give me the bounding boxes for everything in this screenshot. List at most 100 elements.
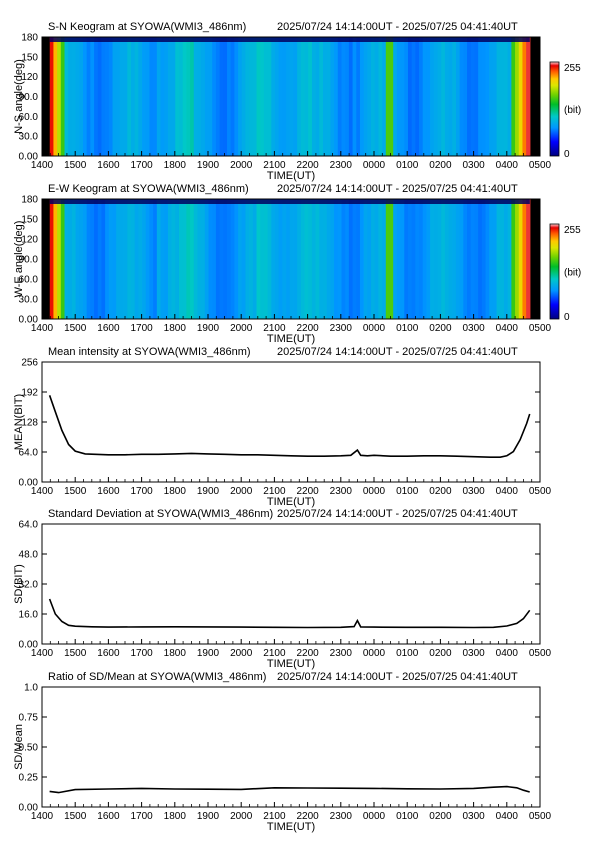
x-tick-label: 1600 [97, 811, 120, 822]
keogram-column [503, 199, 509, 319]
x-tick-label: 0300 [462, 160, 485, 171]
keogram-column [323, 199, 328, 319]
keogram-column [426, 37, 431, 156]
keogram-column [134, 37, 139, 156]
keogram-column [485, 37, 490, 156]
x-tick-label: 2200 [296, 648, 319, 659]
keogram-column [485, 199, 490, 319]
keogram-column [385, 199, 391, 319]
keogram-column [396, 199, 402, 319]
x-axis-label: TIME(UT) [267, 496, 315, 508]
keogram-column [367, 199, 372, 319]
keogram-column [241, 37, 247, 156]
keogram-image [42, 37, 540, 156]
keogram-column [341, 199, 346, 319]
x-tick-label: 0100 [396, 486, 419, 497]
keogram-column [86, 199, 91, 319]
keogram-column [470, 37, 476, 156]
x-tick-label: 2000 [230, 323, 253, 334]
keogram-column [330, 37, 335, 156]
keogram-column [371, 199, 376, 319]
keogram-column [492, 37, 498, 156]
keogram-column [275, 37, 280, 156]
keogram-column [293, 199, 298, 319]
keogram-column [389, 199, 394, 319]
y-tick-label: 0.00 [19, 478, 39, 489]
keogram-column [426, 199, 431, 319]
keogram-column [518, 37, 524, 156]
keogram-column [282, 37, 287, 156]
keogram-column [422, 37, 428, 156]
keogram-column [326, 199, 332, 319]
keogram-column [334, 199, 339, 319]
keogram-column [404, 199, 409, 319]
keogram-column [489, 199, 494, 319]
y-tick-label: 64.0 [19, 520, 39, 531]
x-tick-label: 1600 [97, 486, 120, 497]
x-tick-label: 1600 [97, 648, 120, 659]
keogram-column [411, 37, 416, 156]
keogram-column [515, 37, 520, 156]
x-tick-label: 1600 [97, 323, 120, 334]
y-tick-label: 180 [21, 33, 38, 44]
keogram-column [193, 199, 199, 319]
keogram-column [178, 37, 184, 156]
keogram-column [352, 199, 357, 319]
keogram-column [359, 199, 365, 319]
keogram-column [101, 37, 106, 156]
y-tick-label: 60.0 [19, 112, 39, 123]
series-line [48, 598, 531, 629]
x-tick-label: 1700 [130, 160, 153, 171]
keogram-column [278, 37, 284, 156]
keogram-column [260, 199, 265, 319]
keogram-column [511, 199, 516, 319]
keogram-column [219, 37, 224, 156]
x-tick-label: 0300 [462, 323, 485, 334]
plot-frame [41, 361, 541, 483]
keogram-column [127, 199, 132, 319]
keogram-column [116, 199, 121, 319]
plot-frame [41, 523, 541, 645]
keogram-column [197, 37, 202, 156]
y-axis-label: N-S angle(deg) [13, 59, 25, 134]
x-tick-label: 2200 [296, 160, 319, 171]
y-tick-label: 1.0 [24, 683, 38, 694]
keogram-column [363, 199, 368, 319]
keogram-column [308, 199, 313, 319]
keogram-column [193, 37, 199, 156]
keogram-column [201, 37, 206, 156]
colorbar-unit-label: (bit) [564, 268, 581, 279]
keogram-column [400, 199, 405, 319]
keogram-column [478, 199, 483, 319]
colorbar-max-label: 255 [564, 225, 581, 236]
keogram-column [249, 37, 254, 156]
keogram-column [503, 37, 509, 156]
x-tick-label: 0500 [529, 486, 552, 497]
y-axis-label: W-E angle(deg) [13, 221, 25, 298]
x-tick-label: 0300 [462, 811, 485, 822]
y-tick-label: 32.0 [19, 580, 39, 591]
keogram-column [171, 37, 176, 156]
keogram-column [227, 37, 232, 156]
keogram-column [444, 37, 450, 156]
keogram-horizon-top [49, 37, 530, 42]
keogram-column [300, 199, 306, 319]
keogram-column [234, 199, 239, 319]
keogram-column [500, 37, 505, 156]
keogram-column [311, 37, 317, 156]
x-tick-label: 0000 [363, 160, 386, 171]
keogram-column [455, 199, 461, 319]
keogram-column [522, 199, 527, 319]
keogram-column [437, 199, 442, 319]
x-tick-label: 0500 [529, 811, 552, 822]
y-tick-label: 150 [21, 215, 38, 226]
keogram-column [371, 37, 376, 156]
keogram-column [511, 37, 516, 156]
keogram-column [108, 199, 114, 319]
colorbar [549, 61, 560, 157]
keogram-column [119, 199, 125, 319]
chart-title: E-W Keogram at SYOWA(WMI3_486nm) [48, 183, 249, 195]
keogram-column [138, 37, 143, 156]
keogram-column [123, 199, 128, 319]
